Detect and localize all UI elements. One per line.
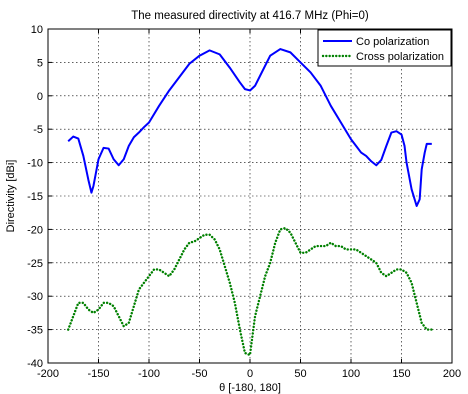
- chart-title: The measured directivity at 416.7 MHz (P…: [131, 10, 369, 22]
- y-tick-label: 10: [31, 24, 43, 36]
- legend: Co polarization Cross polarization: [317, 29, 452, 67]
- legend-box: [317, 29, 452, 67]
- series-layer: [66, 48, 433, 357]
- x-tick-label: -150: [87, 368, 109, 380]
- y-axis-label: Directivity [dBi]: [5, 160, 17, 233]
- y-tick-label: -25: [27, 258, 43, 270]
- x-axis-label: θ [-180, 180]: [219, 382, 281, 394]
- x-tick-label: 200: [443, 368, 461, 380]
- series-line-co-polarization: [67, 48, 432, 208]
- y-tick-label: 5: [37, 57, 43, 69]
- x-tick-label: 0: [247, 368, 253, 380]
- x-tick-label: -50: [192, 368, 208, 380]
- y-tick-label: 0: [37, 91, 43, 103]
- y-tick-labels: -40 -35 -30 -25 -20 -15 -10 -5 0 5 10: [27, 24, 43, 370]
- x-tick-label: 150: [392, 368, 410, 380]
- y-tick-label: -15: [27, 191, 43, 203]
- x-tick-label: -200: [37, 368, 59, 380]
- y-tick-label: -5: [33, 124, 43, 136]
- y-tick-label: -30: [27, 291, 43, 303]
- legend-label-co-polarization: Co polarization: [356, 36, 429, 48]
- x-tick-label: 50: [294, 368, 306, 380]
- y-tick-label: -20: [27, 224, 43, 236]
- tick-marks: [47, 28, 453, 364]
- series-line-cross-polarization: [66, 226, 433, 357]
- y-tick-label: -40: [27, 358, 43, 370]
- x-tick-labels: -200 -150 -100 -50 0 50 100 150 200: [37, 368, 461, 380]
- x-tick-label: -100: [138, 368, 160, 380]
- x-tick-label: 100: [342, 368, 360, 380]
- legend-label-cross-polarization: Cross polarization: [356, 51, 444, 63]
- y-tick-label: -10: [27, 158, 43, 170]
- y-tick-label: -35: [27, 325, 43, 337]
